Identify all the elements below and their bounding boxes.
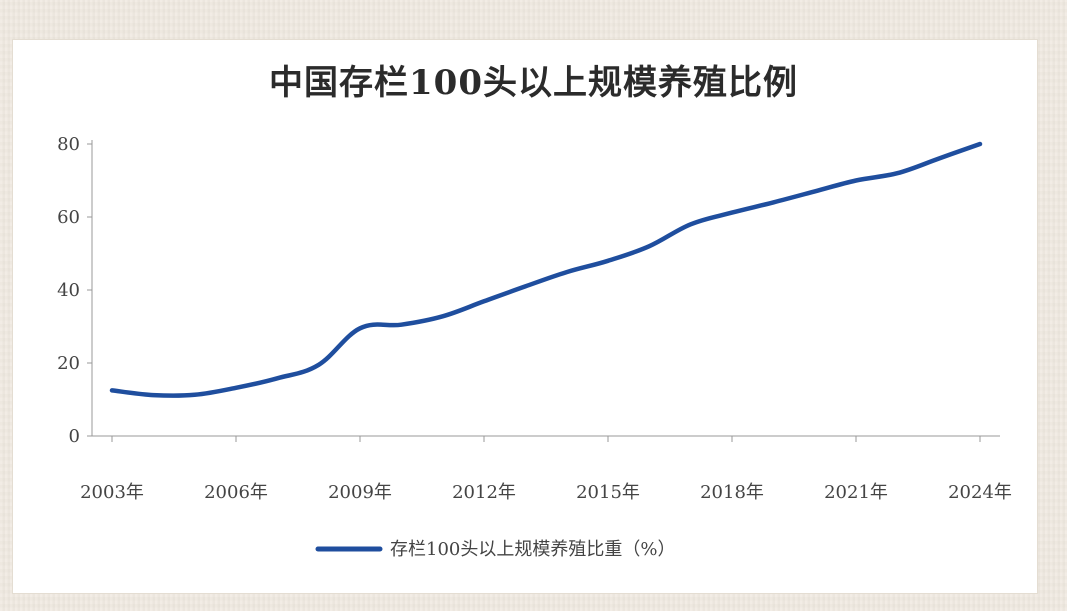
data-point [771, 200, 775, 204]
x-tick-label: 2012年 [452, 482, 516, 503]
y-axis-ticks: 0 20 40 60 80 [57, 134, 92, 447]
data-point [110, 388, 114, 392]
data-point [565, 270, 569, 274]
data-point [606, 259, 610, 263]
y-tick-label: 80 [57, 134, 80, 155]
chart-title: 中国存栏100头以上规模养殖比例 [269, 63, 798, 103]
data-point [854, 179, 858, 183]
y-tick-label: 0 [69, 426, 80, 447]
y-tick-label: 20 [57, 353, 80, 374]
data-point [689, 222, 693, 226]
legend-label: 存栏100头以上规模养殖比重（%） [390, 538, 675, 560]
chart-card [12, 39, 1038, 594]
data-point [978, 142, 982, 146]
x-tick-label: 2009年 [328, 482, 392, 503]
series-line [109, 141, 983, 398]
x-tick-label: 2024年 [948, 482, 1012, 503]
data-point [895, 171, 899, 175]
data-point [275, 376, 279, 380]
axes [91, 140, 1000, 437]
data-point [482, 299, 486, 303]
x-axis-ticks: 2003年 2006年 2009年 2012年 2015年 2018年 2021年 2024年 [80, 436, 1012, 503]
x-tick-label: 2003年 [80, 482, 144, 503]
data-point [813, 189, 817, 193]
data-point [358, 326, 362, 330]
data-point [937, 157, 941, 161]
x-tick-label: 2021年 [824, 482, 888, 503]
x-tick-label: 2018年 [700, 482, 764, 503]
data-point [399, 323, 403, 327]
data-point [193, 393, 197, 397]
x-tick-label: 2015年 [576, 482, 640, 503]
data-point [151, 393, 155, 397]
data-point [647, 244, 651, 248]
data-point [317, 363, 321, 367]
y-tick-label: 60 [57, 207, 80, 228]
data-point [523, 284, 527, 288]
series-group [109, 141, 983, 398]
data-point [234, 386, 238, 390]
data-point [730, 211, 734, 215]
legend: 存栏100头以上规模养殖比重（%） [315, 538, 675, 560]
data-point [441, 314, 445, 318]
y-tick-label: 40 [57, 280, 80, 301]
x-tick-label: 2006年 [204, 482, 268, 503]
